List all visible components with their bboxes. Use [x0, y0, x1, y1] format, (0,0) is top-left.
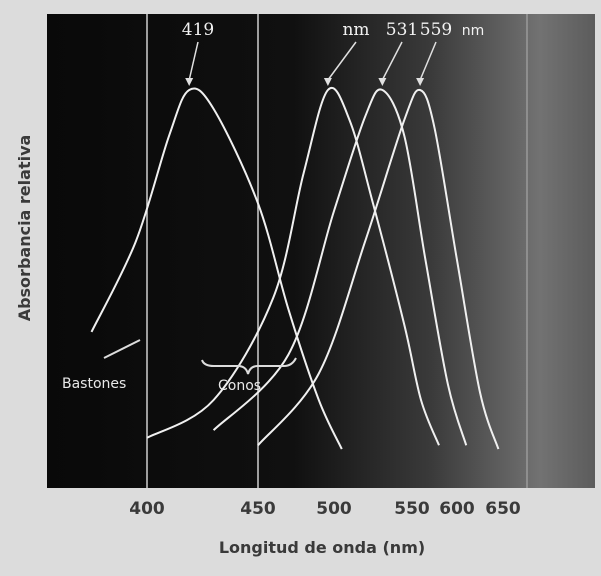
absorbance-curve-496 [146, 86, 440, 446]
peak-arrow-line-531 [381, 41, 403, 81]
peak-label-rod: nm [342, 20, 369, 40]
x-tick-450: 450 [240, 499, 276, 519]
peak-arrow-head-496 [323, 78, 332, 86]
x-tick-650: 650 [485, 499, 521, 519]
x-axis-label: Longitud de onda (nm) [219, 538, 425, 557]
curves [90, 86, 500, 450]
cones-brace [201, 357, 297, 375]
peak-arrow-head-559 [416, 78, 425, 86]
absorbance-curve-419 [90, 87, 343, 450]
cones-annotation: Conos [218, 378, 261, 394]
peak-arrow-head-419 [185, 78, 194, 86]
rods-leader [103, 339, 141, 359]
x-tick-600: 600 [439, 499, 475, 519]
peak-unit-559: nm [462, 23, 485, 39]
peak-arrow-line-419 [188, 41, 199, 81]
peak-markers [185, 41, 437, 86]
peak-label-531: 531 [386, 20, 418, 40]
peak-arrow-line-496 [327, 41, 357, 81]
x-tick-400: 400 [129, 499, 165, 519]
peak-arrow-head-531 [378, 78, 387, 86]
peak-label-419: 419 [182, 20, 214, 40]
x-tick-500: 500 [316, 499, 352, 519]
grid-lines [146, 14, 528, 488]
peak-arrow-line-559 [419, 41, 437, 81]
plot-background [47, 14, 595, 488]
y-axis-label: Absorbancia relativa [15, 135, 34, 322]
rods-annotation: Bastones [62, 376, 126, 392]
absorbance-curve-531 [212, 88, 468, 446]
x-tick-550: 550 [394, 499, 430, 519]
peak-label-559: 559 [420, 20, 452, 40]
absorbance-curve-559 [257, 88, 500, 450]
